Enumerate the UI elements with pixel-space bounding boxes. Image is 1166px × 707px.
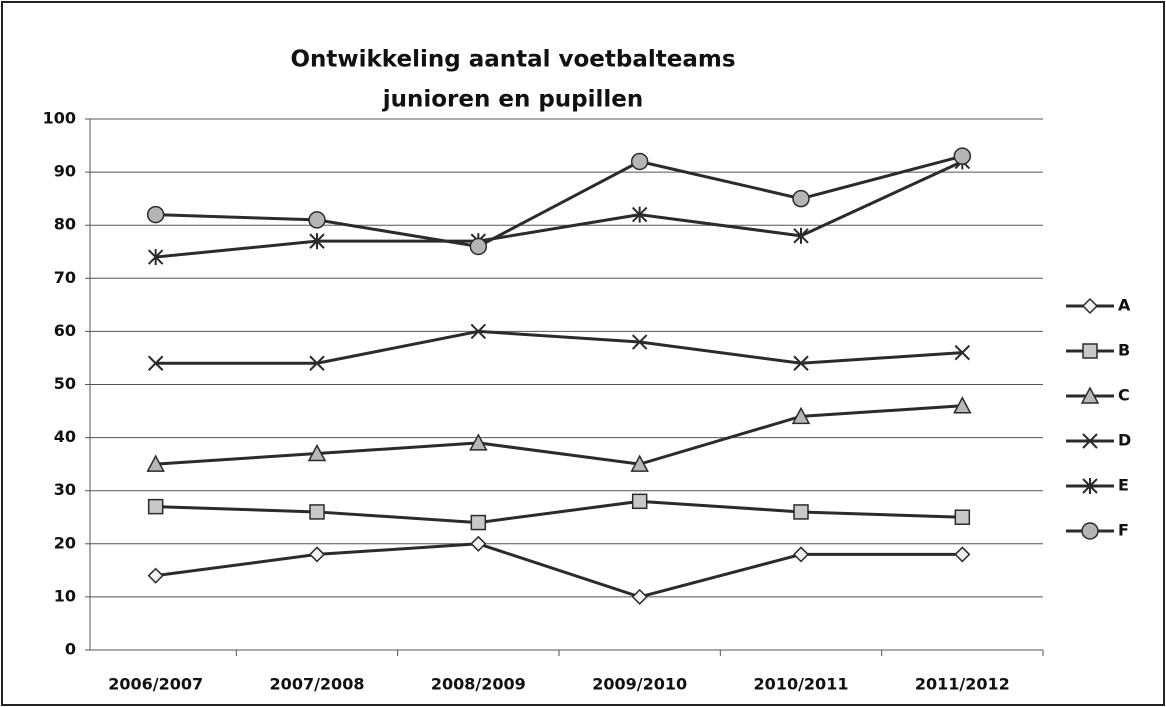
- series-line: [155, 542, 963, 599]
- point: [470, 535, 487, 552]
- x-tick-label: 2008/2009: [431, 675, 526, 694]
- series-line: [155, 154, 963, 249]
- legend-label: E: [1118, 476, 1129, 495]
- point: [793, 227, 809, 244]
- y-tick-label: 100: [43, 109, 76, 128]
- y-tick-label: 40: [54, 427, 76, 446]
- legend-marker: [1082, 478, 1098, 494]
- point-stroke: [309, 355, 325, 371]
- point-stroke: [147, 355, 164, 371]
- point: [631, 493, 648, 510]
- series-line: [155, 499, 963, 525]
- y-tick-label: 80: [54, 215, 76, 234]
- point-stroke: [954, 344, 971, 361]
- point: [792, 189, 810, 208]
- point: [469, 433, 488, 451]
- chart-subtitle: junioren en pupillen: [382, 87, 644, 113]
- y-tick-label: 60: [54, 321, 76, 340]
- legend-marker-stroke: [1082, 433, 1098, 449]
- x-tick-label: 2006/2007: [108, 675, 203, 694]
- point: [631, 206, 648, 223]
- point: [953, 396, 972, 414]
- point: [307, 443, 327, 462]
- series-line: [155, 404, 963, 466]
- legend-label: D: [1118, 431, 1131, 450]
- point: [630, 454, 649, 472]
- point: [147, 249, 164, 266]
- legend-marker: [1080, 386, 1100, 404]
- point: [147, 498, 164, 515]
- point-stroke: [793, 355, 809, 371]
- x-tick-label: 2009/2010: [592, 675, 687, 694]
- point: [954, 546, 971, 563]
- series-line: [155, 329, 963, 365]
- y-tick-label: 90: [54, 162, 76, 181]
- point: [309, 504, 325, 520]
- point: [954, 344, 971, 361]
- x-tick-label: 2010/2011: [754, 675, 849, 694]
- point: [309, 355, 325, 371]
- legend-marker: [1081, 522, 1099, 540]
- point: [792, 546, 810, 563]
- legend-marker: [1082, 433, 1098, 449]
- x-tick-label: 2007/2008: [270, 675, 365, 694]
- legend-label: A: [1118, 296, 1131, 315]
- point: [630, 152, 649, 171]
- point: [308, 546, 326, 563]
- point: [146, 205, 165, 224]
- point: [470, 323, 487, 340]
- point: [147, 567, 164, 584]
- point: [631, 334, 648, 350]
- y-tick-label: 70: [54, 268, 76, 287]
- point: [631, 588, 648, 605]
- x-tick-label: 2011/2012: [915, 675, 1010, 694]
- legend-label: C: [1118, 386, 1130, 405]
- point-stroke: [631, 334, 648, 350]
- point-stroke: [470, 323, 487, 340]
- chart-title: Ontwikkeling aantal voetbalteams: [290, 47, 735, 73]
- legend-label: F: [1118, 521, 1129, 540]
- y-tick-label: 0: [65, 640, 76, 659]
- point: [308, 211, 326, 229]
- legend-label: B: [1118, 341, 1130, 360]
- legend-marker: [1082, 343, 1098, 359]
- point: [470, 514, 487, 531]
- y-tick-label: 10: [54, 586, 76, 605]
- series-line: [155, 160, 963, 259]
- point: [469, 237, 488, 256]
- legend-marker: [1081, 297, 1099, 315]
- y-tick-label: 20: [54, 533, 76, 552]
- point: [954, 509, 971, 525]
- point: [793, 355, 809, 371]
- point: [146, 454, 165, 472]
- point: [147, 355, 164, 371]
- y-tick-label: 30: [54, 480, 76, 499]
- point: [953, 147, 972, 165]
- point: [791, 406, 811, 425]
- point: [309, 233, 325, 250]
- y-tick-label: 50: [54, 374, 76, 393]
- point: [793, 504, 809, 520]
